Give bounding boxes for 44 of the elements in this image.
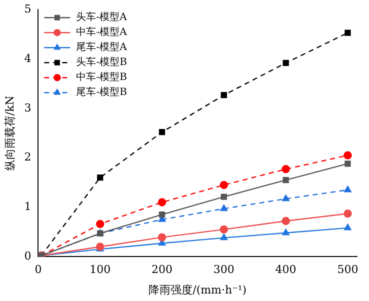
y-tick-label: 5 <box>24 2 32 16</box>
legend-label: 尾车-模型B <box>76 86 127 98</box>
x-tick-label: 500 <box>337 263 358 276</box>
x-axis-title: 降雨强度/(mm·h⁻¹) <box>148 283 247 296</box>
point <box>282 176 289 184</box>
y-tick-label: 0 <box>24 249 32 262</box>
legend-label: 中车-模型A <box>76 26 128 38</box>
x-tick-label: 100 <box>90 263 111 276</box>
y-axis-title: 纵向雨载荷/kN <box>3 95 16 171</box>
point <box>282 216 290 226</box>
point <box>220 92 227 98</box>
y-tick-label: 2 <box>24 150 32 164</box>
x-tick-label: 400 <box>275 263 296 276</box>
point <box>282 194 290 202</box>
point <box>158 233 166 242</box>
legend-label: 头车-模型A <box>76 11 128 24</box>
point <box>344 30 351 36</box>
legend-label: 尾车-模型A <box>76 41 128 54</box>
point <box>282 165 290 174</box>
legend-label: 中车-模型B <box>76 71 127 84</box>
point <box>344 160 351 167</box>
point <box>220 234 228 240</box>
point <box>220 194 227 200</box>
x-tick-label: 300 <box>213 263 234 276</box>
y-tick-label: 1 <box>24 200 32 214</box>
point <box>344 224 352 230</box>
point <box>344 186 352 192</box>
point <box>97 174 104 181</box>
point <box>158 198 166 206</box>
point <box>220 180 228 190</box>
point <box>220 204 228 212</box>
point <box>158 212 166 218</box>
point <box>220 225 228 234</box>
x-tick-label: 200 <box>152 263 173 276</box>
y-tick-label: 3 <box>24 101 32 114</box>
point <box>96 220 104 228</box>
point <box>344 210 352 218</box>
y-tick-label: 4 <box>24 52 32 65</box>
point <box>282 228 290 236</box>
point <box>282 60 289 66</box>
x-tick-label: 0 <box>34 263 42 276</box>
point <box>158 129 166 136</box>
legend-label: 头车-模型B <box>76 56 127 68</box>
point <box>344 151 352 160</box>
